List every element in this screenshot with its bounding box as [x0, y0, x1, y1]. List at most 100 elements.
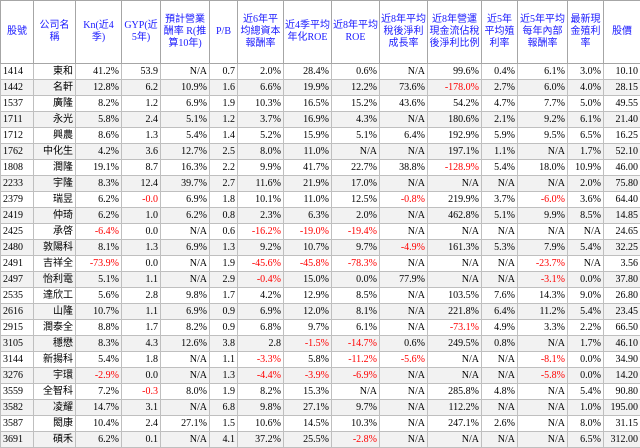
column-header[interactable]: 近4季平均年化ROE — [284, 1, 332, 64]
value-cell: 54.2% — [428, 96, 482, 112]
value-cell: 9.2% — [518, 112, 568, 128]
column-header[interactable]: 近8年平均稅後淨利成長率 — [380, 1, 428, 64]
value-cell: 0.6% — [332, 64, 380, 80]
column-header[interactable]: 近5年平均每年內部報酬率 — [518, 1, 568, 64]
column-header[interactable]: GYP(近5年) — [122, 1, 161, 64]
value-cell: 9.9% — [518, 208, 568, 224]
value-cell: -73.1% — [428, 320, 482, 336]
value-cell: 0.0% — [568, 352, 604, 368]
value-cell: 6.4% — [482, 304, 518, 320]
value-cell: 8.5% — [332, 288, 380, 304]
value-cell: 14.3% — [518, 288, 568, 304]
value-cell: -178.0% — [428, 80, 482, 96]
value-cell: 6.1% — [518, 64, 568, 80]
value-cell: -14.7% — [332, 336, 380, 352]
value-cell: 4.3% — [332, 112, 380, 128]
value-cell: 1.7 — [122, 320, 161, 336]
value-cell: N/A — [428, 432, 482, 448]
value-cell: 10.7% — [284, 240, 332, 256]
value-cell: N/A — [518, 416, 568, 432]
value-cell: N/A — [482, 176, 518, 192]
value-cell: 9.2% — [238, 240, 284, 256]
column-header[interactable]: 股號 — [1, 1, 34, 64]
column-header[interactable]: 近8年營運現金流佔稅後淨利比例 — [428, 1, 482, 64]
value-cell: 5.8% — [284, 352, 332, 368]
column-header[interactable]: 近5年平均殖利率 — [482, 1, 518, 64]
column-header[interactable]: 最新現金殖利率 — [568, 1, 604, 64]
value-cell: 0.8% — [482, 336, 518, 352]
value-cell: N/A — [428, 352, 482, 368]
value-cell: 6.9% — [161, 192, 210, 208]
value-cell: N/A — [518, 176, 568, 192]
value-cell: 192.9% — [428, 128, 482, 144]
value-cell: 49.55 — [604, 96, 640, 112]
value-cell: N/A — [518, 400, 568, 416]
column-header[interactable]: 股價 — [604, 1, 640, 64]
value-cell: 3.6 — [122, 144, 161, 160]
value-cell: 6.2% — [161, 208, 210, 224]
value-cell: 5.4% — [568, 384, 604, 400]
value-cell: 5.4% — [568, 304, 604, 320]
stock-id-cell: 1808 — [1, 160, 34, 176]
value-cell: 0.9 — [210, 320, 238, 336]
value-cell: 15.2% — [332, 96, 380, 112]
value-cell: 1.9 — [210, 384, 238, 400]
value-cell: 12.5% — [332, 192, 380, 208]
value-cell: 14.20 — [604, 368, 640, 384]
value-cell: 221.8% — [428, 304, 482, 320]
column-header[interactable]: 公司名稱 — [34, 1, 76, 64]
value-cell: 10.9% — [568, 160, 604, 176]
value-cell: 10.3% — [332, 416, 380, 432]
value-cell: 1.1 — [210, 352, 238, 368]
value-cell: 12.0% — [284, 304, 332, 320]
value-cell: 0.0 — [122, 368, 161, 384]
value-cell: 0.0 — [122, 256, 161, 272]
value-cell: 0.6% — [380, 336, 428, 352]
value-cell: 1.2 — [210, 112, 238, 128]
stock-id-cell: 3144 — [1, 352, 34, 368]
column-header[interactable]: 預計營業酬率 R(推算10年) — [161, 1, 210, 64]
value-cell: -0.4% — [238, 272, 284, 288]
company-name-cell: 仲琦 — [34, 208, 76, 224]
value-cell: N/A — [380, 64, 428, 80]
value-cell: 1.0% — [568, 400, 604, 416]
value-cell: 52.10 — [604, 144, 640, 160]
value-cell: 90.80 — [604, 384, 640, 400]
value-cell: 6.2% — [76, 208, 122, 224]
value-cell: 2.2% — [568, 320, 604, 336]
stock-id-cell: 3587 — [1, 416, 34, 432]
column-header[interactable]: 近6年平均總資本報酬率 — [238, 1, 284, 64]
value-cell: N/A — [482, 272, 518, 288]
column-header[interactable]: 近8年平均ROE — [332, 1, 380, 64]
value-cell: 5.9% — [482, 128, 518, 144]
value-cell: 10.1% — [238, 192, 284, 208]
column-header[interactable]: P/B — [210, 1, 238, 64]
value-cell: N/A — [332, 144, 380, 160]
column-header[interactable]: Kn(近4季) — [76, 1, 122, 64]
value-cell: 2.8 — [122, 288, 161, 304]
